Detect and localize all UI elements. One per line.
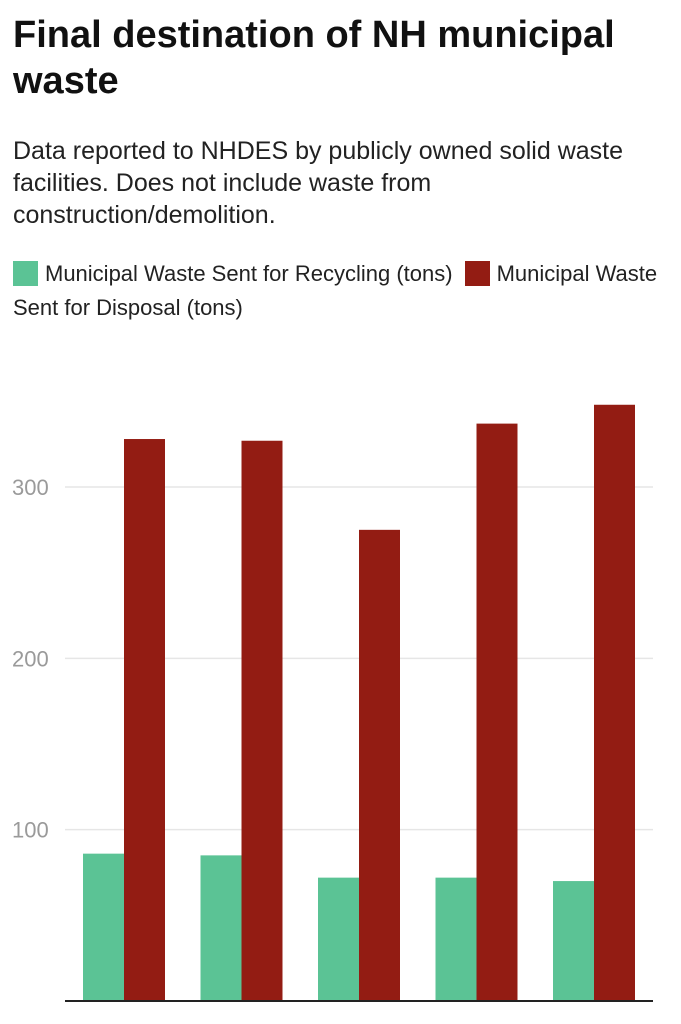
legend-swatch-recycling	[13, 261, 38, 286]
legend-label-recycling: Municipal Waste Sent for Recycling (tons…	[45, 261, 453, 286]
chart-subtitle: Data reported to NHDES by publicly owned…	[13, 137, 624, 229]
bar-disposal	[124, 439, 165, 1001]
bar-recycling	[553, 881, 594, 1001]
bar-recycling	[435, 877, 477, 1001]
chart-title: Final destination of NH municipal waste	[13, 14, 615, 102]
y-tick-label: 200	[12, 646, 49, 671]
legend-swatch-disposal	[464, 261, 490, 286]
bar-recycling	[318, 877, 359, 1001]
legend-label-disposal: Municipal Waste Sent for Disposal (tons)	[13, 261, 658, 320]
bar-disposal	[241, 440, 283, 1001]
y-tick-label: 300	[12, 475, 49, 500]
bar-recycling	[200, 855, 242, 1001]
bar-disposal	[359, 529, 400, 1001]
y-tick-label: 100	[12, 818, 49, 843]
bar-disposal	[594, 404, 635, 1001]
legend-item-recycling: Municipal Waste Sent for Recycling (tons…	[13, 261, 453, 286]
bar-recycling	[83, 853, 124, 1001]
bar-disposal	[476, 423, 518, 1001]
legend-item-disposal: Municipal Waste Sent for Disposal (tons)	[13, 261, 657, 320]
chart-legend: Municipal Waste Sent for Recycling (tons…	[13, 257, 668, 325]
